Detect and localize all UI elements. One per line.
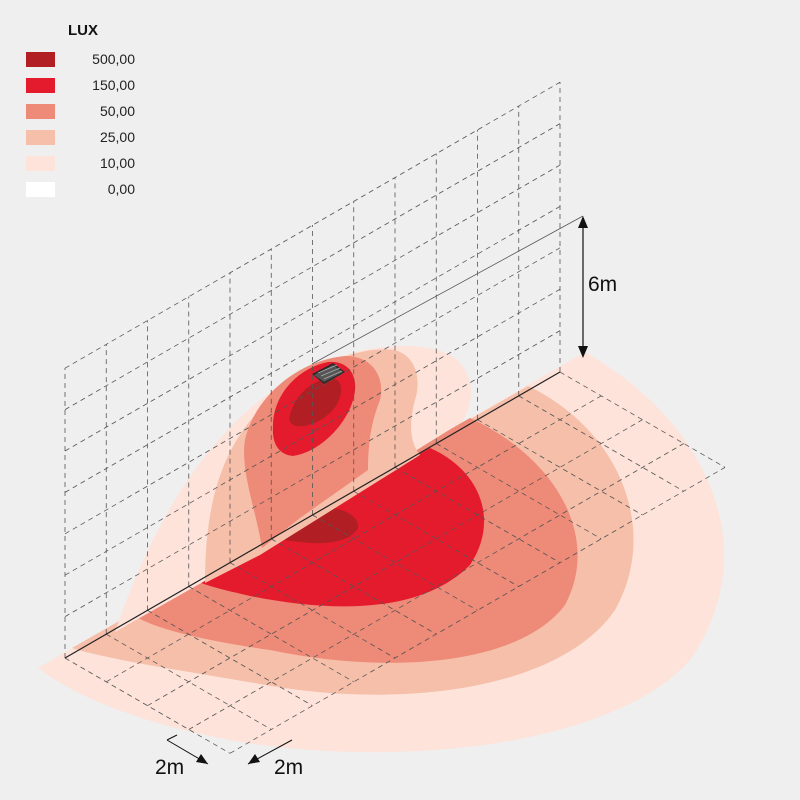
grid-line	[394, 467, 561, 564]
floodlight-icon	[312, 363, 345, 384]
legend-swatch	[26, 103, 55, 119]
grid-line	[353, 490, 519, 587]
legend-item: 10,00	[26, 150, 146, 176]
wall-base-line	[64, 371, 561, 659]
legend-swatch	[26, 129, 55, 145]
legend-title: LUX	[68, 22, 98, 39]
grid-line	[477, 419, 643, 516]
grid-x-dimension: 2m	[155, 734, 209, 779]
grid-x-label: 2m	[155, 756, 184, 779]
grid-line	[312, 514, 478, 611]
ground-isolux-contours	[38, 352, 724, 753]
grid-line	[106, 633, 272, 730]
legend-item: 500,00	[26, 46, 146, 72]
grid-line	[559, 371, 726, 468]
ground-grid	[64, 371, 726, 754]
grid-line	[147, 609, 313, 707]
grid-line	[436, 443, 602, 540]
legend-swatch	[26, 51, 55, 67]
legend-label: 0,00	[107, 181, 135, 197]
legend-label: 500,00	[92, 51, 135, 67]
height-dimension: 6m	[578, 216, 617, 358]
legend-items: 500,00 150,00 50,00 25,00 10,00 0,00	[26, 46, 146, 202]
lux-legend: LUX 500,00 150,00 50,00 25,00 10,00 0,00	[26, 20, 146, 202]
grid-line	[271, 538, 437, 635]
legend-item: 50,00	[26, 98, 146, 124]
legend-label: 150,00	[92, 77, 135, 93]
grid-y-dimension: 2m	[247, 739, 303, 779]
grid-y-label: 2m	[274, 756, 303, 779]
grid-line	[518, 395, 684, 492]
legend-item: 25,00	[26, 124, 146, 150]
grid-line	[188, 586, 354, 683]
wall-top-line	[311, 215, 584, 365]
legend-item: 150,00	[26, 72, 146, 98]
legend-swatch	[26, 77, 55, 93]
wall-grid	[64, 81, 561, 658]
legend-label: 25,00	[99, 129, 135, 145]
grid-line	[229, 562, 396, 659]
legend-swatch	[26, 155, 55, 171]
legend-label: 50,00	[99, 103, 135, 119]
legend-item: 0,00	[26, 176, 146, 202]
legend-swatch	[26, 181, 55, 197]
wall-zone-500	[289, 378, 342, 427]
height-label: 6m	[588, 273, 617, 296]
legend-label: 10,00	[99, 155, 135, 171]
grid-line	[64, 657, 231, 754]
